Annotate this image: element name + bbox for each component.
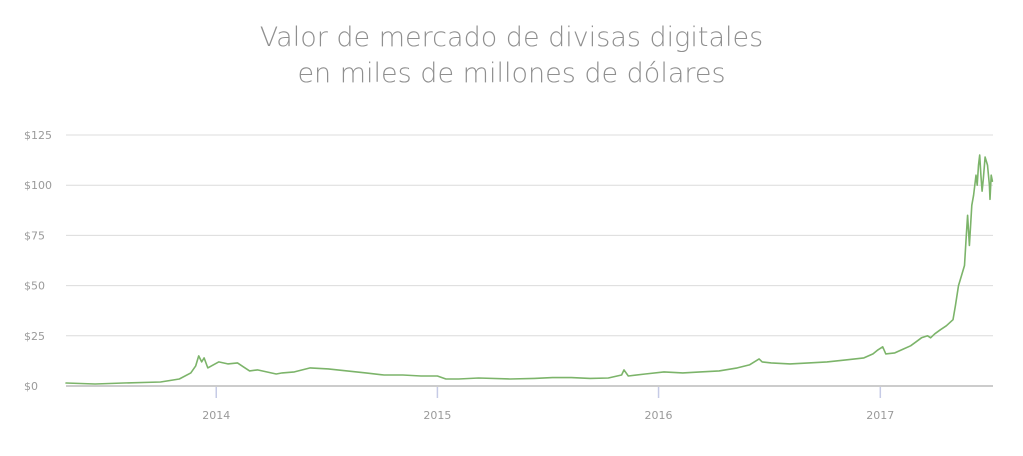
series-line — [65, 154, 994, 385]
x-tick-label: 2017 — [866, 409, 894, 422]
x-tick-label: 2015 — [423, 409, 451, 422]
y-tick-label: $0 — [24, 380, 38, 393]
x-axis: 2014 2015 2016 2017 — [66, 385, 993, 422]
chart-title: Valor de mercado de divisas digitales — [259, 22, 764, 53]
grid-lines — [66, 134, 993, 337]
x-tick-label: 2016 — [645, 409, 673, 422]
y-tick-label: $100 — [24, 179, 52, 192]
y-tick-label: $50 — [24, 280, 45, 293]
chart-subtitle: en miles de millones de dólares — [297, 58, 726, 89]
y-tick-label: $25 — [24, 330, 45, 343]
x-tick-label: 2014 — [202, 409, 230, 422]
chart-title-block: Valor de mercado de divisas digitales en… — [0, 20, 1023, 92]
series-layer — [65, 154, 994, 385]
y-axis: $125 $100 $75 $50 $25 $0 — [24, 129, 52, 393]
y-tick-label: $75 — [24, 229, 45, 242]
y-tick-label: $125 — [24, 129, 52, 142]
